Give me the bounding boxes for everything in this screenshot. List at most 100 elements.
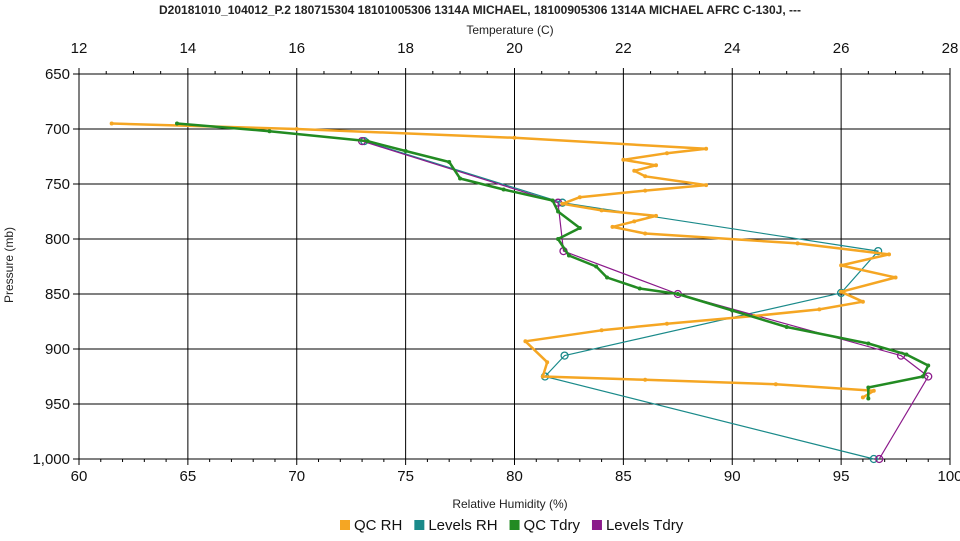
qc-tdry-point	[501, 187, 506, 192]
y-tick-label: 900	[45, 341, 70, 358]
levels-rh-line	[364, 140, 879, 460]
levels-rh-point	[560, 351, 569, 360]
qc-rh-point	[621, 157, 626, 162]
x-tick-label: 95	[833, 468, 850, 485]
y-tick-label: 800	[45, 231, 70, 248]
x-tick-label: 70	[288, 468, 305, 485]
y-tick-label: 1,000	[32, 451, 70, 468]
legend-label-qc-rh: QC RH	[354, 517, 402, 534]
x-tick-label: 75	[397, 468, 414, 485]
qc-tdry-point	[458, 176, 463, 181]
legend-swatch-levels-tdry	[591, 520, 602, 530]
top-tick-label: 18	[397, 40, 414, 57]
top-tick-label: 20	[506, 40, 523, 57]
top-tick-label: 24	[724, 40, 741, 57]
qc-rh-point	[860, 299, 865, 304]
qc-tdry-point	[866, 341, 871, 346]
qc-rh-point	[540, 374, 545, 379]
qc-tdry-point	[550, 198, 555, 203]
qc-tdry-point	[926, 363, 931, 368]
qc-rh-point	[632, 168, 637, 173]
qc-rh-line	[111, 122, 897, 399]
legend-swatch-levels-rh	[414, 520, 425, 530]
qc-rh-point	[654, 163, 659, 168]
qc-rh-point	[577, 195, 582, 200]
x-tick-label: 85	[615, 468, 632, 485]
levels-rh-series	[360, 136, 883, 464]
legend-swatch-qc-rh	[340, 520, 350, 530]
top-tick-label: 14	[180, 40, 197, 57]
qc-tdry-point	[174, 121, 179, 126]
levels-rh-point	[869, 454, 878, 464]
qc-rh-point	[512, 135, 517, 140]
qc-tdry-point	[866, 396, 871, 401]
qc-tdry-point	[267, 129, 272, 134]
qc-rh-point	[643, 174, 648, 179]
qc-tdry-point	[556, 209, 561, 214]
qc-rh-series	[109, 121, 898, 400]
qc-rh-point	[643, 377, 648, 382]
qc-tdry-point	[594, 264, 599, 269]
qc-tdry-point	[403, 149, 408, 153]
series-layer	[109, 121, 933, 464]
qc-rh-point	[664, 151, 669, 156]
qc-tdry-point	[920, 374, 925, 379]
legend-label-levels-tdry: Levels Tdry	[606, 517, 684, 534]
top-tick-label: 22	[615, 40, 632, 57]
top-axis-label: Temperature (C)	[466, 23, 553, 37]
qc-rh-point	[599, 208, 604, 213]
levels-tdry-point	[875, 454, 884, 464]
qc-tdry-point	[605, 275, 610, 280]
qc-tdry-point	[675, 292, 680, 296]
qc-tdry-point	[637, 286, 642, 291]
y-tick-label: 850	[45, 286, 70, 303]
legend-swatch-qc-tdry	[509, 520, 520, 530]
qc-tdry-line	[176, 122, 930, 399]
qc-tdry-point	[447, 160, 452, 164]
qc-tdry-series	[174, 121, 931, 401]
qc-rh-point	[610, 224, 615, 229]
qc-tdry-point	[566, 253, 571, 258]
qc-tdry-point	[365, 139, 370, 144]
qc-rh-point	[795, 241, 800, 246]
y-tick-label: 950	[45, 396, 70, 413]
y-axis-label: Pressure (mb)	[2, 227, 16, 303]
qc-rh-point	[893, 275, 898, 280]
qc-rh-point	[294, 127, 299, 131]
levels-rh-point	[873, 246, 883, 256]
qc-rh-point	[871, 388, 876, 393]
top-tick-label: 26	[833, 40, 850, 57]
qc-rh-point	[704, 146, 709, 151]
qc-rh-point	[773, 382, 778, 387]
chart-title: D20181010_104012_P.2 180715304 181010053…	[159, 3, 801, 17]
top-tick-label: 28	[942, 40, 959, 57]
qc-rh-point	[643, 231, 648, 236]
x-axis-label: Relative Humidity (%)	[452, 497, 567, 511]
qc-rh-point	[654, 213, 659, 218]
qc-tdry-point	[866, 385, 871, 390]
y-tick-label: 750	[45, 176, 70, 193]
x-tick-label: 80	[506, 468, 523, 485]
top-tick-label: 16	[288, 40, 305, 57]
qc-tdry-point	[904, 352, 909, 357]
qc-tdry-point	[730, 308, 735, 313]
levels-tdry-series	[357, 136, 933, 464]
qc-rh-point	[860, 395, 865, 400]
x-tick-label: 60	[71, 468, 88, 485]
top-tick-label: 12	[71, 40, 88, 57]
x-tick-label: 90	[724, 468, 741, 485]
x-tick-label: 100	[937, 468, 960, 485]
qc-rh-point	[817, 307, 822, 312]
qc-rh-point	[887, 252, 892, 257]
qc-tdry-point	[577, 226, 582, 230]
qc-rh-point	[599, 328, 604, 333]
legend-label-qc-tdry: QC Tdry	[524, 517, 581, 534]
legend-label-levels-rh: Levels RH	[428, 517, 497, 534]
qc-rh-point	[839, 263, 844, 268]
x-tick-label: 65	[180, 468, 197, 485]
grid-lines	[78, 73, 951, 460]
qc-rh-point	[545, 360, 550, 365]
qc-tdry-point	[556, 237, 561, 241]
qc-rh-point	[839, 289, 844, 294]
